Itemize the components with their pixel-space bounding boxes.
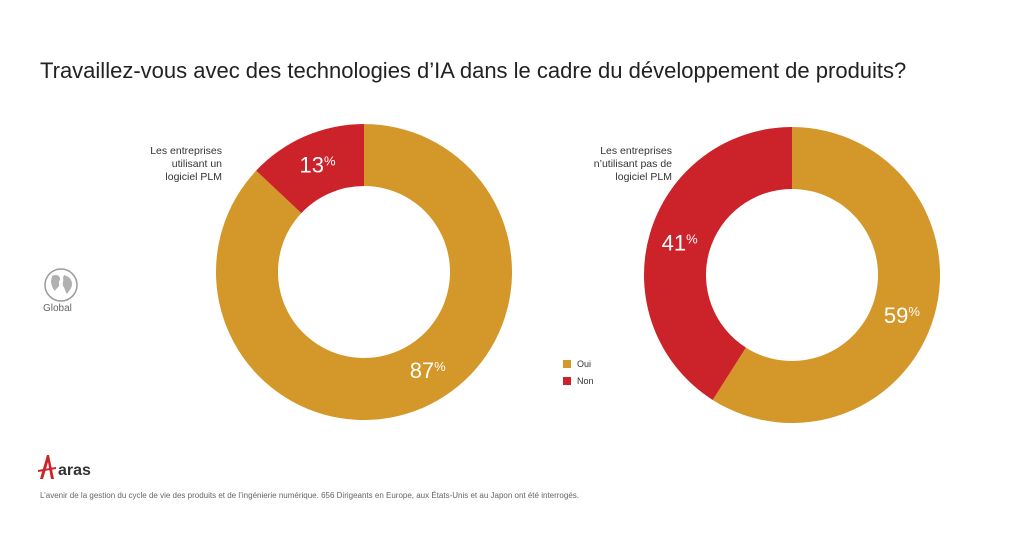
chart-1-desc-line: Les entreprises — [150, 145, 222, 157]
chart-1-slice-non — [256, 124, 364, 214]
legend-item-non: Non — [563, 372, 594, 389]
chart-1-desc-line: utilisant un — [171, 158, 222, 170]
aras-logo-icon — [38, 455, 56, 479]
aras-logo: aras — [38, 454, 91, 480]
chart-2-desc-line: n’utilisant pas de — [593, 158, 672, 170]
legend-swatch-oui — [563, 359, 571, 368]
chart-2-label-oui: 59% — [884, 303, 920, 328]
legend-label-non: Non — [577, 375, 594, 386]
chart-1-desc-line: logiciel PLM — [165, 171, 222, 183]
legend-swatch-non — [563, 376, 571, 385]
chart-2-desc-line: Les entreprises — [600, 145, 672, 157]
chart-2-desc-line: logiciel PLM — [615, 171, 672, 183]
globe-icon — [44, 268, 78, 302]
chart-2-description: Les entreprises n’utilisant pas de logic… — [594, 145, 672, 184]
aras-logo-text: aras — [58, 462, 91, 479]
chart-2-slice-non — [643, 126, 792, 400]
chart-2-label-non: 41% — [662, 230, 698, 255]
chart-2-slice-oui — [712, 127, 940, 423]
chart-1-label-non: 13% — [300, 153, 336, 178]
chart-1-description: Les entreprises utilisant un logiciel PL… — [150, 145, 222, 184]
page-title: Travaillez-vous avec des technologies d’… — [40, 58, 907, 83]
chart-1-slice-oui — [215, 124, 512, 421]
globe-label: Global — [43, 303, 72, 314]
legend-item-oui: Oui — [563, 355, 594, 372]
legend: Oui Non — [563, 355, 594, 389]
chart-1-label-oui: 87% — [410, 358, 446, 383]
legend-label-oui: Oui — [577, 358, 592, 369]
footnote: L’avenir de la gestion du cycle de vie d… — [40, 491, 579, 500]
